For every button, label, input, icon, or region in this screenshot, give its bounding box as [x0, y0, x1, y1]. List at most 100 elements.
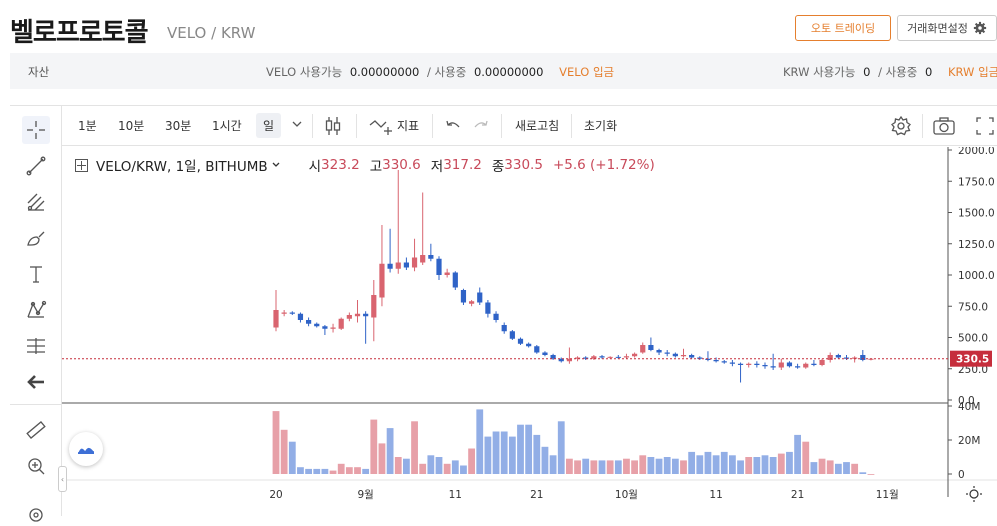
projection-tool-button[interactable]	[22, 332, 50, 360]
ruler-tool-button[interactable]	[22, 416, 50, 444]
reset-button[interactable]: 초기화	[584, 119, 618, 133]
interval-1d-selected[interactable]: 일	[256, 113, 282, 138]
volume-bar	[614, 460, 622, 474]
candle-body	[786, 362, 793, 367]
back-button[interactable]	[22, 368, 50, 396]
indicators-button[interactable]: 지표	[397, 119, 420, 133]
volume-bar	[443, 463, 451, 474]
chevron-down-icon	[292, 121, 302, 127]
volume-bar	[272, 411, 280, 474]
candle-body	[534, 346, 540, 353]
interval-1h[interactable]: 1시간	[212, 119, 242, 133]
interval-dropdown[interactable]	[291, 118, 303, 133]
volume-bar	[549, 455, 557, 474]
candle-body	[273, 310, 279, 328]
chart-settings-button[interactable]	[890, 115, 912, 140]
low-label: 저	[430, 159, 444, 175]
trend-line-tool-button[interactable]	[22, 152, 50, 180]
asset-bar: 자산 VELO 사용가능 0.00000000 / 사용중 0.00000000…	[10, 53, 997, 89]
crosshair-icon	[27, 121, 45, 139]
price-chart[interactable]: 2000.01750.01500.01250.01000.0750.0500.0…	[62, 147, 997, 516]
text-tool-button[interactable]	[22, 260, 50, 288]
candle-body	[371, 295, 377, 318]
volume-bar	[362, 468, 370, 474]
volume-bar	[508, 436, 516, 474]
ohlc-legend: VELO/KRW, 1일, BITHUMB 시 323.2 고 330.6 저 317…	[75, 155, 655, 175]
zoom-in-button[interactable]	[22, 452, 50, 480]
screenshot-button[interactable]	[932, 115, 956, 140]
camera-icon	[933, 117, 955, 135]
interval-1m[interactable]: 1분	[78, 119, 97, 133]
candle-body	[542, 352, 548, 355]
krw-available-label: KRW 사용가능	[783, 65, 856, 79]
measure-ruler-icon	[27, 338, 45, 354]
volume-bar	[867, 474, 875, 475]
candle-body	[852, 357, 858, 359]
candle-body	[819, 360, 825, 365]
collapse-toolbar-button[interactable]: ‹	[58, 466, 67, 492]
crosshair-tool-button[interactable]	[22, 116, 50, 144]
volume-bar	[288, 441, 296, 474]
brush-tool-button[interactable]	[22, 224, 50, 252]
time-tick-label: 21	[791, 489, 804, 501]
candle-body	[795, 366, 801, 368]
volume-bar	[541, 446, 549, 474]
velo-deposit-link[interactable]: VELO 입금	[559, 65, 615, 79]
volume-bar	[761, 455, 769, 474]
pattern-tool-button[interactable]	[22, 296, 50, 324]
volume-bar	[468, 448, 475, 474]
volume-bar	[378, 443, 386, 474]
candle-body	[346, 315, 352, 319]
layout-settings-button[interactable]: 거래화면설정	[897, 15, 997, 41]
chevron-down-icon[interactable]	[271, 160, 281, 170]
chart-type-button[interactable]	[324, 115, 342, 140]
volume-bar	[321, 468, 329, 474]
candle-body	[689, 355, 695, 358]
redo-button[interactable]	[472, 117, 490, 138]
volume-bar	[525, 424, 533, 474]
volume-bar	[680, 460, 687, 474]
refresh-button[interactable]: 새로고침	[515, 119, 560, 133]
volume-bar	[606, 460, 614, 474]
indicator-icon-wrap[interactable]	[368, 115, 394, 140]
fullscreen-icon	[976, 117, 994, 135]
volume-bar	[729, 455, 736, 474]
candle-body	[485, 302, 491, 314]
volume-bar	[337, 463, 345, 474]
candle-body	[338, 318, 344, 329]
expand-icon[interactable]	[75, 158, 88, 172]
time-tick-label: 11월	[876, 489, 899, 501]
chart-logo[interactable]	[69, 432, 103, 466]
magnet-tool-button[interactable]	[22, 498, 50, 526]
volume-bar	[500, 431, 508, 474]
candle-body	[746, 363, 752, 365]
toolbar-divider	[432, 114, 433, 138]
open-value: 323.2	[321, 157, 360, 173]
fib-tool-button[interactable]	[22, 188, 50, 216]
symbol-label[interactable]: VELO/KRW, 1일, BITHUMB	[96, 159, 268, 175]
close-label: 종	[491, 159, 505, 175]
krw-deposit-link[interactable]: KRW 입금	[947, 65, 997, 79]
undo-button[interactable]	[444, 117, 462, 138]
auto-trading-button[interactable]: 오토 트레이딩	[795, 15, 891, 41]
volume-bar	[394, 457, 402, 474]
magnet-icon	[29, 508, 43, 522]
interval-30m[interactable]: 30분	[165, 119, 192, 133]
candle-body	[477, 292, 483, 303]
toolbar-divider	[356, 114, 357, 138]
sun-icon[interactable]	[966, 486, 982, 502]
candle-body	[460, 290, 467, 303]
interval-10m[interactable]: 10분	[118, 119, 145, 133]
candle-body	[289, 312, 295, 314]
volume-bar	[280, 429, 288, 474]
volume-tick-label: 20M	[958, 435, 980, 447]
fullscreen-button[interactable]	[975, 115, 995, 140]
candle-body	[680, 355, 687, 357]
candle-body	[314, 323, 320, 327]
gear-icon	[891, 115, 911, 136]
candle-body	[566, 358, 572, 362]
volume-bar	[305, 468, 312, 474]
price-tick-label: 1000.0	[958, 270, 995, 282]
last-price-badge	[950, 350, 992, 367]
coin-title: 벨로프로토콜	[10, 18, 149, 48]
